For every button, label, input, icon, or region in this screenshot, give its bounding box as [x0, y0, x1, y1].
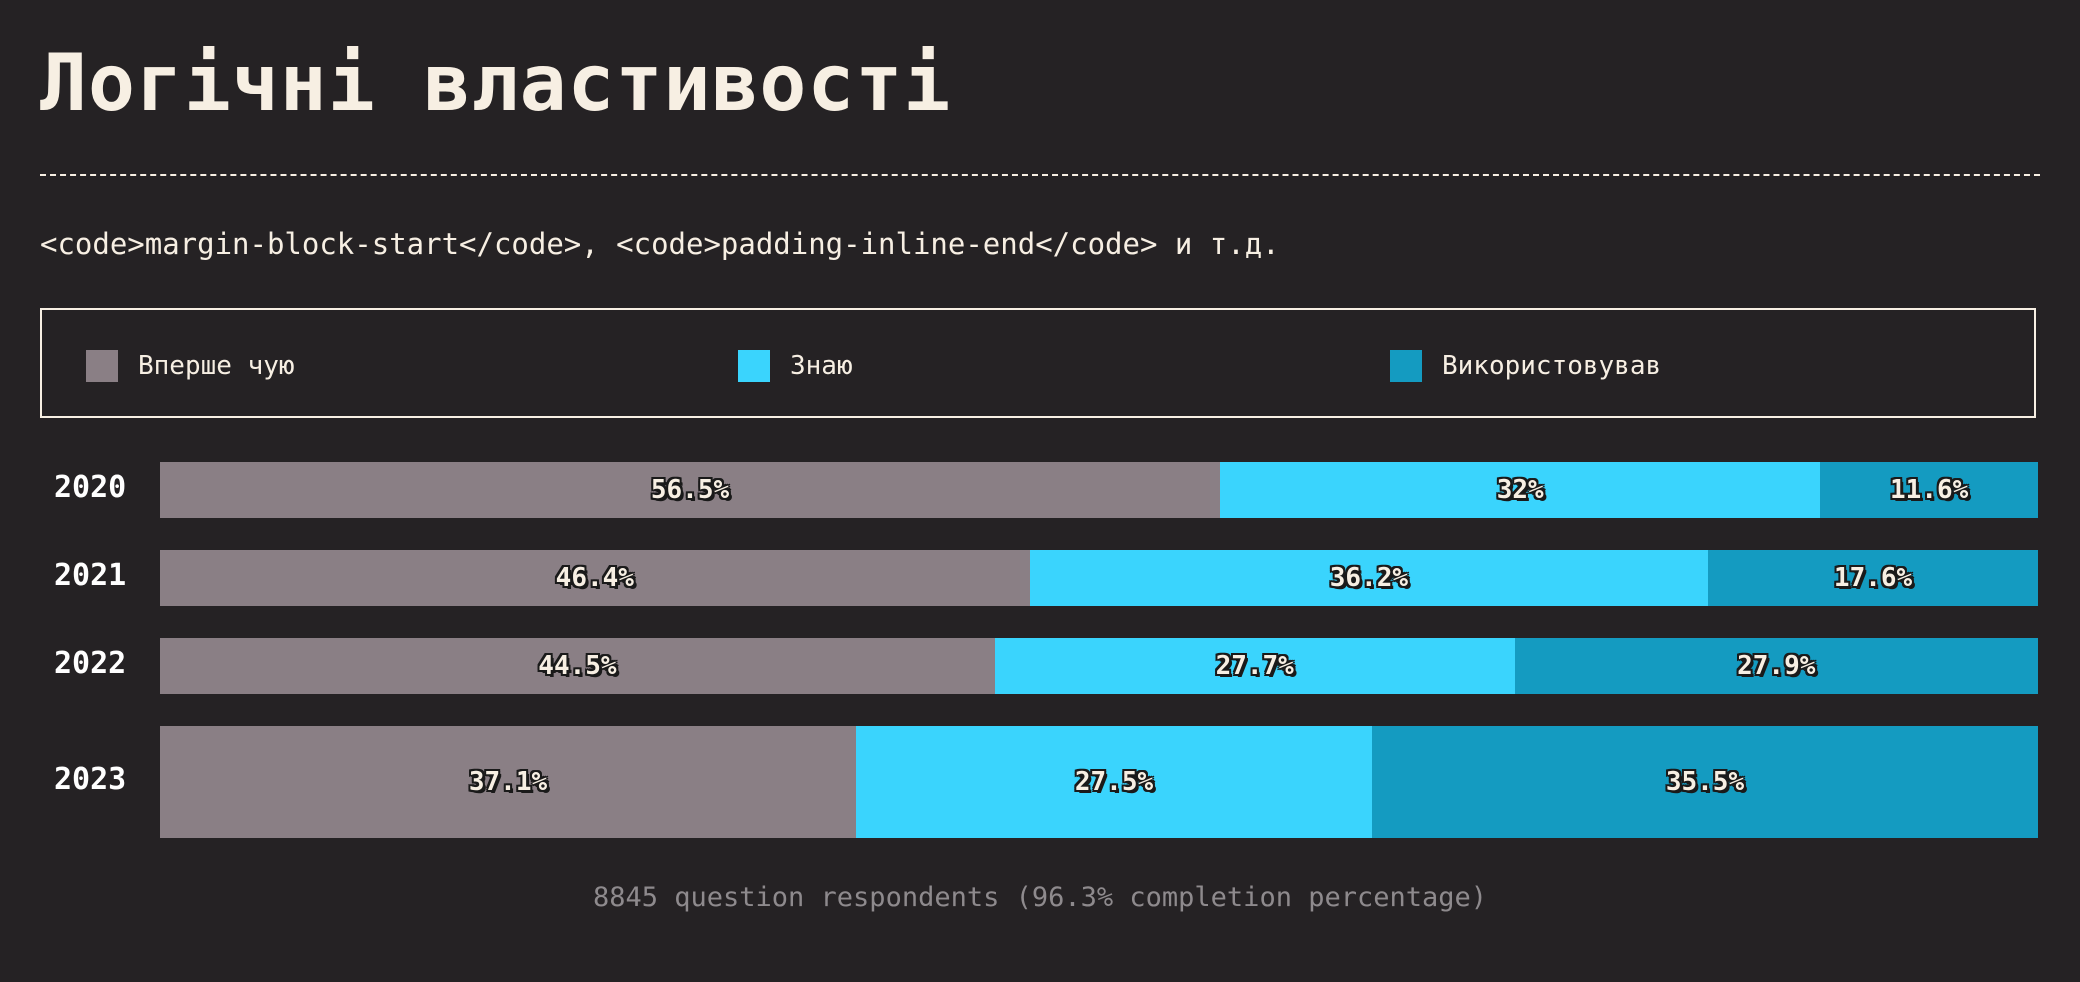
data-label-know-2022: 27.7% — [1215, 651, 1294, 681]
chart-title: Логічні властивості — [40, 39, 952, 129]
data-label-know-2020: 32% — [1496, 475, 1544, 505]
bar-never-heard-2022[interactable] — [160, 638, 996, 694]
data-label-never-heard-2023: 37.1% — [468, 767, 548, 797]
year-label-2022: 2022 — [54, 646, 127, 681]
data-label-used-2022: 27.9% — [1737, 651, 1816, 681]
respondents-note: 8845 question respondents (96.3% complet… — [592, 882, 1488, 913]
legend-item-know[interactable]: Знаю — [738, 350, 853, 382]
legend-swatch-used — [1390, 350, 1422, 382]
bar-never-heard-2021[interactable] — [160, 550, 1031, 606]
data-label-used-2023: 35.5% — [1665, 767, 1745, 797]
title-divider — [40, 174, 2040, 176]
bar-know-2023[interactable] — [856, 726, 1373, 838]
bar-used-2022[interactable] — [1514, 638, 2039, 694]
bar-used-2023[interactable] — [1371, 726, 2039, 838]
bar-know-2022[interactable] — [994, 638, 1516, 694]
data-label-used-2020: 11.6% — [1890, 475, 1969, 505]
bar-know-2020[interactable] — [1220, 462, 1821, 518]
chart-subtitle: <code>margin-block-start</code>, <code>p… — [40, 227, 1280, 261]
legend-label-never-heard: Вперше чую — [138, 351, 295, 381]
data-label-never-heard-2021: 46.4% — [555, 563, 634, 593]
bar-used-2020[interactable] — [1820, 462, 2039, 518]
legend-label-know: Знаю — [790, 351, 853, 381]
bar-never-heard-2020[interactable] — [160, 462, 1221, 518]
legend: Вперше чую Знаю Використовував — [40, 308, 2036, 418]
legend-item-used[interactable]: Використовував — [1390, 350, 1661, 382]
data-label-never-heard-2020: 56.5% — [650, 475, 730, 505]
data-label-never-heard-2022: 44.5% — [538, 651, 617, 681]
legend-swatch-know — [738, 350, 770, 382]
bar-never-heard-2023[interactable] — [160, 726, 857, 838]
bar-know-2021[interactable] — [1029, 550, 1709, 606]
legend-item-never-heard[interactable]: Вперше чую — [86, 350, 295, 382]
year-label-2023: 2023 — [54, 762, 127, 797]
bar-used-2021[interactable] — [1708, 550, 2039, 606]
data-label-used-2021: 17.6% — [1833, 563, 1913, 593]
legend-swatch-never-heard — [86, 350, 118, 382]
data-label-know-2021: 36.2% — [1329, 563, 1409, 593]
year-label-2020: 2020 — [54, 470, 127, 505]
data-label-know-2023: 27.5% — [1074, 767, 1154, 797]
year-label-2021: 2021 — [54, 558, 127, 593]
legend-label-used: Використовував — [1442, 351, 1662, 381]
